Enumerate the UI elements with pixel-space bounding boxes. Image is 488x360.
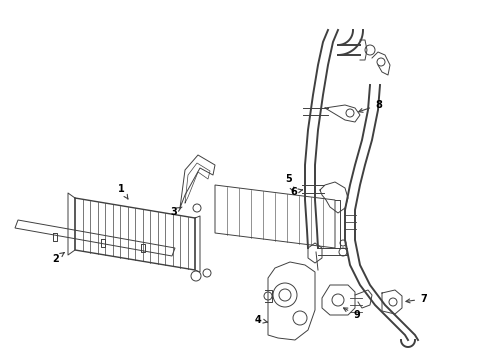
Text: 3: 3	[170, 207, 182, 217]
Text: 8: 8	[358, 100, 381, 112]
Text: 4: 4	[254, 315, 267, 325]
Text: 5: 5	[285, 174, 293, 191]
Text: 1: 1	[118, 184, 128, 199]
Text: 7: 7	[405, 294, 426, 304]
Text: 6: 6	[289, 187, 302, 197]
Text: 9: 9	[343, 308, 359, 320]
Text: 2: 2	[52, 253, 64, 264]
